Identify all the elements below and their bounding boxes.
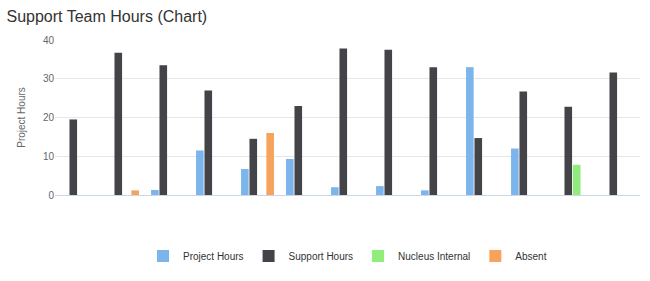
svg-text:10: 10 [43, 151, 55, 162]
svg-text:Project Hours: Project Hours [183, 251, 244, 262]
svg-text:Nucleus Internal: Nucleus Internal [398, 251, 470, 262]
svg-text:40: 40 [43, 35, 55, 46]
svg-text:Absent: Absent [515, 251, 546, 262]
svg-text:Support Team Hours (Chart): Support Team Hours (Chart) [7, 8, 208, 25]
svg-text:Project Hours: Project Hours [16, 87, 27, 148]
svg-text:30: 30 [43, 73, 55, 84]
svg-text:0: 0 [48, 190, 54, 201]
svg-text:Support Hours: Support Hours [289, 251, 353, 262]
svg-text:20: 20 [43, 112, 55, 123]
